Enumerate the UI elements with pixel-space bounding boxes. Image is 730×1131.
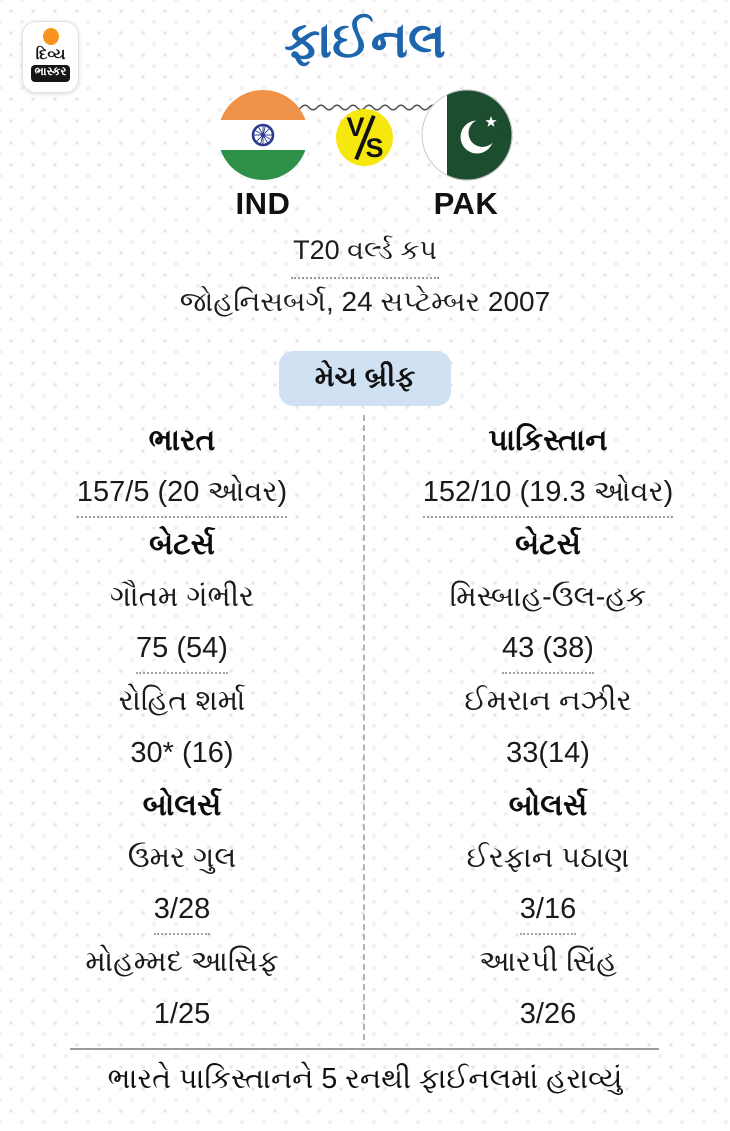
footer-divider [70,1048,659,1050]
vs-letter-v: V [346,111,365,142]
india-flag-icon [217,89,308,185]
team-code-ind: IND [235,186,291,221]
india-column: ભારત 157/5 (20 ઓવર) બેટર્સ ગૌતમ ગંભીર 75… [0,415,364,1040]
match-result: ભારતે પાકિસ્તાનને 5 રનથી ફાઈનલમાં હરાવ્ય… [107,1063,623,1095]
match-brief-label: મેચ બ્રીફ [278,351,452,406]
batter-name: ગૌતમ ગંભીર [109,581,255,614]
batter-runs: 43 (38) [502,630,594,675]
scoreboard: ભારત 157/5 (20 ઓવર) બેટર્સ ગૌતમ ગંભીર 75… [0,415,730,1040]
bowler-name: મોહમ્મદ આસિફ [85,945,279,978]
batter-runs: 75 (54) [136,630,228,675]
match-brief-wrap: મેચ બ્રીફ [0,351,730,406]
team-name: ભારત [148,424,216,458]
flags-row: V S [0,89,730,186]
bowler-figures: 3/16 [519,891,577,935]
bowler-figures-row: 3/28 [0,884,364,936]
venue-date: જોહનિસબર્ગ, 24 સપ્ટેમ્બર 2007 [179,286,551,317]
pakistan-column: પાકિસ્તાન 152/10 (19.3 ઓવર) બેટર્સ મિસ્બ… [366,415,730,1040]
batter-runs-row: 75 (54) [0,623,364,675]
vs-badge-icon: V S [335,108,393,166]
team-codes-row: IND PAK [0,186,730,221]
tournament-name: T20 વર્લ્ડ કપ [293,235,437,265]
vs-letter-s: S [365,132,384,163]
team-score: 152/10 (19.3 ઓવર) [422,474,674,519]
team-score-row: 152/10 (19.3 ઓવર) [366,467,730,519]
batter-runs: 33(14) [506,737,590,770]
batter-runs: 30* (16) [130,737,234,770]
bowler-figures: 3/28 [153,891,211,935]
bowler-name: આરપી સિંહ [479,945,617,978]
team-score-row: 157/5 (20 ઓવર) [0,467,364,519]
batter-runs-row: 43 (38) [366,623,730,675]
page-title: ફાઈનલ [284,12,446,68]
tournament-dotted-underline [291,277,439,279]
logo-text-line2: ભાસ્કર [30,65,71,82]
divya-bhaskar-logo: દિવ્ય ભાસ્કર [22,21,79,93]
team-score: 157/5 (20 ઓવર) [76,474,288,519]
batters-label: બેટર્સ [515,528,581,562]
batter-name: ઈમરાન નઝીર [464,685,632,718]
bowlers-label: બોલર્સ [508,788,588,822]
bowler-name: ઈરફાન પઠાણ [466,841,630,874]
pakistan-flag-icon [421,89,513,186]
bowler-figures: 1/25 [153,997,211,1030]
bowler-figures: 3/26 [519,997,577,1030]
column-separator [363,415,365,1040]
team-code-pak: PAK [433,186,499,221]
logo-sun-icon [42,28,59,45]
team-name: પાકિસ્તાન [488,424,608,458]
batter-name: રોહિત શર્મા [118,685,246,718]
logo-text-line1: દિવ્ય [35,46,66,63]
batter-name: મિસ્બાહ-ઉલ-હક [449,581,647,614]
bowlers-label: બોલર્સ [142,788,222,822]
bowler-figures-row: 3/16 [366,884,730,936]
bowler-name: ઉમર ગુલ [127,841,237,874]
batters-label: બેટર્સ [149,528,215,562]
